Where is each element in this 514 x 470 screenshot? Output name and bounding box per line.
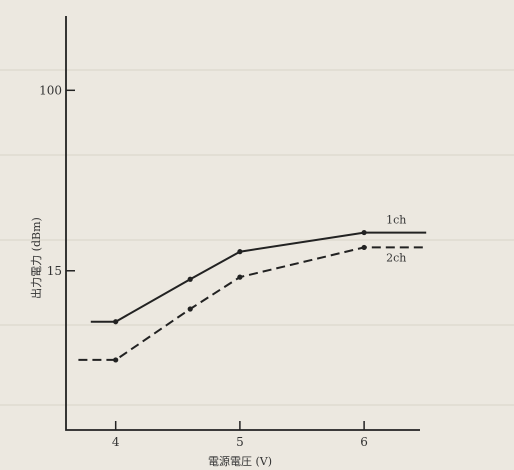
data-point <box>237 249 243 255</box>
data-point <box>361 244 367 251</box>
data-point <box>113 319 119 325</box>
y-tick-label: 100 <box>39 83 62 97</box>
data-point <box>187 276 193 282</box>
series-label: 1ch <box>386 214 406 227</box>
series-line-1ch <box>90 231 427 323</box>
data-point <box>113 357 119 363</box>
axes-frame <box>65 16 420 431</box>
y-axis-label: 出力電力 (dBm) <box>29 217 43 299</box>
x-tick-label: 6 <box>360 435 368 449</box>
series-group: 1ch 2ch <box>78 214 427 363</box>
data-point <box>361 229 367 236</box>
data-point <box>237 274 243 280</box>
x-tick-label: 5 <box>236 435 244 449</box>
faint-background-rules <box>0 69 514 406</box>
y-tick-label: 15 <box>47 264 62 278</box>
axes-group <box>65 16 420 431</box>
x-axis-label: 電源電圧 (V) <box>208 454 272 468</box>
series-line-2ch <box>78 246 427 361</box>
labels-group: 電源電圧 (V) 出力電力 (dBm) <box>29 217 272 468</box>
series-label: 2ch <box>386 251 406 264</box>
ticks-group: 4 5 6 15 100 <box>39 83 368 449</box>
x-tick-label: 4 <box>112 435 120 449</box>
data-point <box>187 306 193 312</box>
